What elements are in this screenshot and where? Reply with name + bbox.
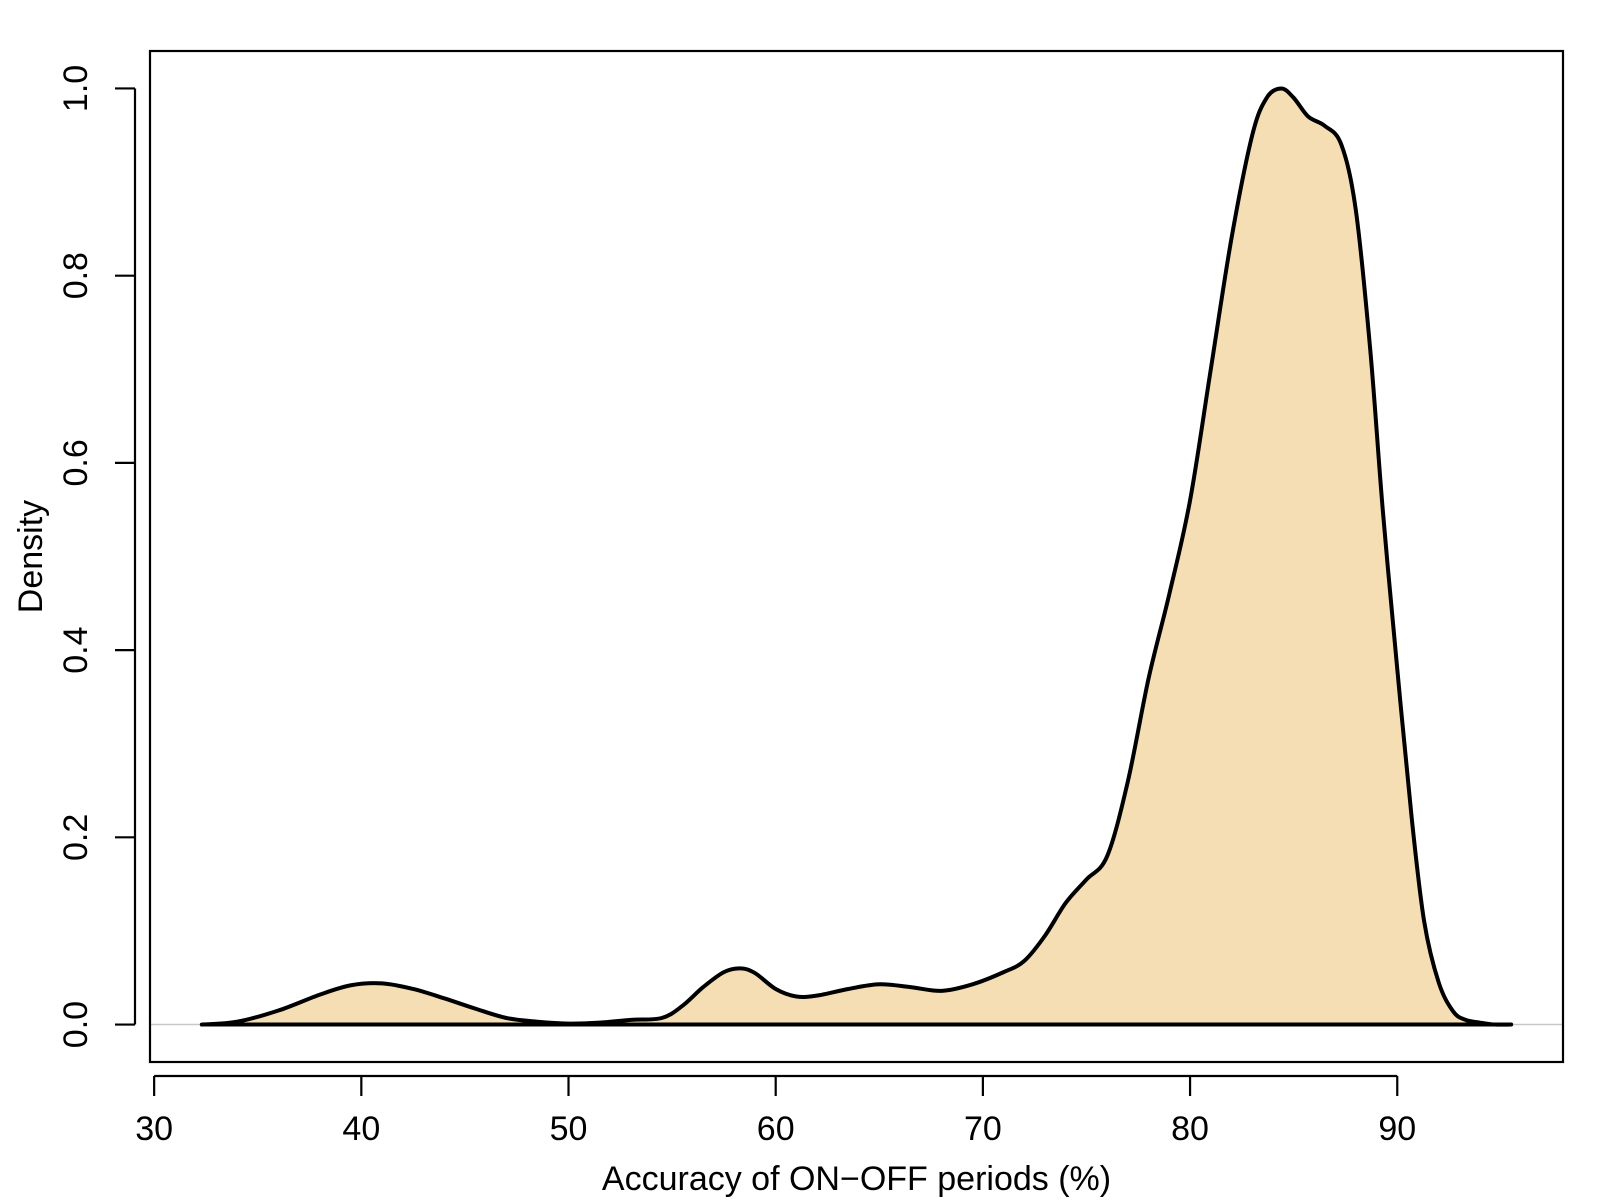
x-tick-label: 60 — [757, 1110, 795, 1148]
x-tick-label: 70 — [964, 1110, 1002, 1148]
y-tick-label: 1.0 — [57, 65, 95, 112]
x-tick-label: 90 — [1378, 1110, 1416, 1148]
x-axis: 30 40 50 60 70 80 90 — [135, 1074, 1416, 1148]
x-tick-label: 50 — [550, 1110, 588, 1148]
y-tick-label: 0.0 — [57, 1001, 95, 1048]
plot-layer — [150, 86, 1563, 1027]
y-tick-label: 0.8 — [57, 252, 95, 299]
y-axis-title: Density — [12, 500, 50, 613]
density-area-fill — [201, 88, 1512, 1025]
y-axis: 0.0 0.2 0.4 0.6 0.8 1.0 — [57, 65, 137, 1048]
y-tick-label: 0.2 — [57, 814, 95, 861]
x-tick-label: 30 — [135, 1110, 173, 1148]
x-tick-label: 40 — [342, 1110, 380, 1148]
x-tick-label: 80 — [1171, 1110, 1209, 1148]
plot-frame — [148, 49, 1565, 1064]
y-tick-label: 0.6 — [57, 439, 95, 486]
y-tick-label: 0.4 — [57, 626, 95, 673]
x-axis-title: Accuracy of ON−OFF periods (%) — [602, 1160, 1111, 1198]
